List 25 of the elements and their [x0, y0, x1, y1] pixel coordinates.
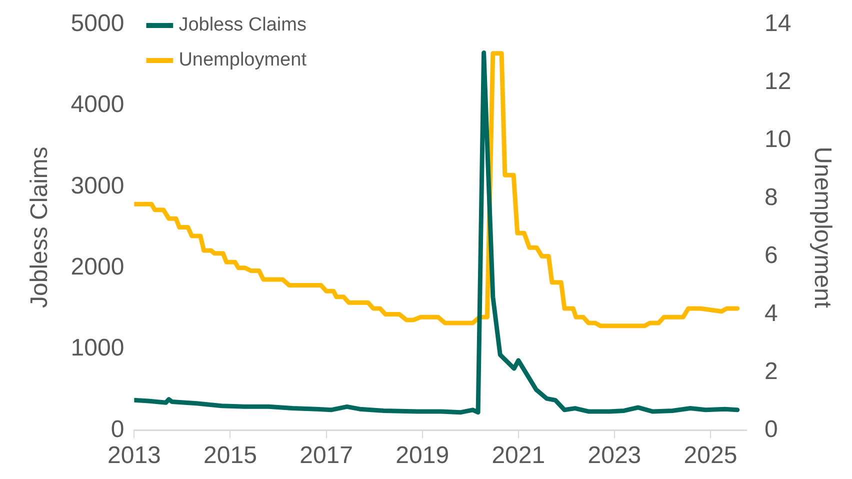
y2-tick-label: 8 [764, 184, 778, 211]
x-tick-label: 2025 [684, 442, 738, 470]
x-tick-label: 2013 [107, 442, 161, 470]
x-tick-label: 2015 [204, 442, 257, 470]
x-tick-label: 2023 [588, 442, 642, 470]
y2-tick-label: 12 [764, 68, 792, 95]
y-tick-label: 3000 [70, 172, 124, 200]
x-tick-label: 2017 [300, 442, 353, 470]
y-tick-label: 2000 [70, 254, 124, 281]
y2-tick-label: 4 [764, 300, 778, 327]
y2-tick-label: 10 [764, 126, 792, 153]
legend-label: Unemployment [178, 50, 308, 71]
x-tick-label: 2021 [492, 442, 546, 470]
y2-tick-label: 0 [764, 416, 778, 443]
x-tick-label: 2019 [396, 442, 450, 470]
y2-tick-label: 14 [764, 10, 792, 38]
y2-tick-label: 2 [764, 358, 778, 385]
y-tick-label: 0 [110, 416, 124, 443]
y-tick-label: 4000 [70, 91, 124, 118]
y2-tick-label: 6 [764, 242, 778, 269]
legend-label: Jobless Claims [178, 14, 306, 36]
y2-axis-title: Unemployment [808, 146, 836, 308]
y-axis-title: Jobless Claims [26, 146, 54, 308]
y-tick-label: 5000 [70, 10, 124, 38]
y-tick-label: 1000 [70, 334, 124, 362]
